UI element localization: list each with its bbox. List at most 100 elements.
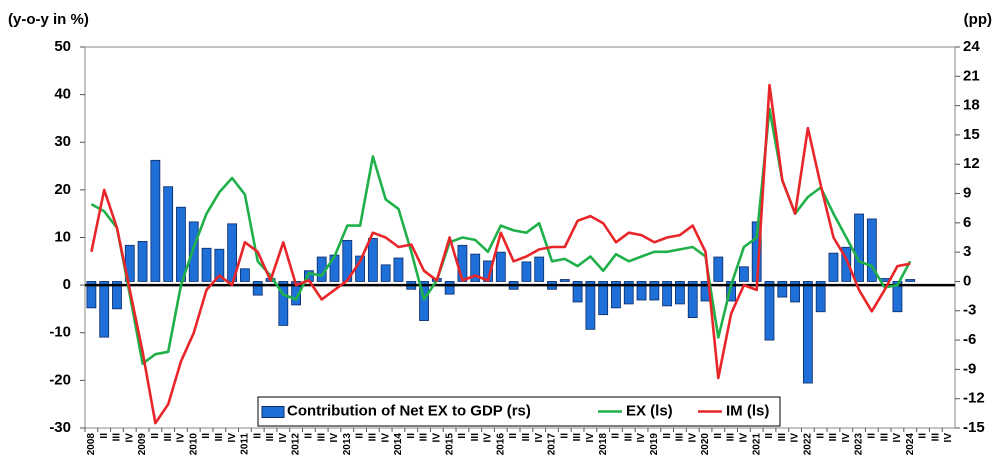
x-tick-label: II [457, 433, 468, 439]
bar [150, 159, 161, 282]
x-tick-label: II [150, 433, 161, 439]
bar [534, 256, 545, 282]
legend-label: Contribution of Net EX to GDP (rs) [287, 402, 531, 419]
x-tick-label: IV [892, 433, 903, 443]
y2-tick-label: 18 [963, 97, 980, 114]
line [90, 83, 911, 425]
x-tick-label: II [508, 433, 519, 439]
x-tick-label: III [112, 433, 123, 442]
x-tick-label: II [201, 433, 212, 439]
x-tick-label: IV [841, 433, 852, 443]
y-tick-label: 10 [54, 228, 71, 245]
bar [636, 281, 647, 301]
y-tick-label: -20 [49, 371, 71, 388]
bar [598, 281, 609, 316]
x-tick-label: III [777, 433, 788, 442]
bar [112, 281, 122, 310]
bar [367, 238, 378, 282]
bar [252, 281, 263, 296]
y2-tick-label: 6 [963, 214, 971, 231]
y-tick-label: 40 [54, 86, 71, 103]
bar [585, 281, 596, 330]
line [90, 107, 912, 365]
y2-tick-label: 0 [963, 272, 971, 289]
x-tick-label: III [419, 433, 430, 442]
x-tick-label: IV [636, 433, 647, 443]
x-tick-label: III [930, 433, 941, 442]
x-tick-label: 2018 [598, 433, 609, 456]
x-tick-label: IV [534, 433, 545, 443]
bar [764, 281, 775, 341]
y-tick-label: 20 [54, 181, 71, 198]
bar [611, 281, 621, 309]
bar [240, 268, 250, 282]
x-tick-label: II [252, 433, 263, 439]
bar [214, 248, 225, 282]
x-tick-label: III [879, 433, 890, 442]
x-tick-label: 2024 [905, 433, 916, 456]
bar [905, 279, 916, 282]
y2-tick-label: 9 [963, 185, 971, 202]
bar [662, 281, 673, 307]
x-tick-label: III [470, 433, 481, 442]
x-tick-label: 2019 [649, 433, 660, 456]
bar [738, 266, 749, 282]
y2-tick-label: 12 [963, 155, 980, 172]
x-tick-label: III [316, 433, 327, 442]
bar [278, 281, 289, 326]
x-tick-label: IV [227, 433, 238, 443]
bar [495, 251, 506, 282]
x-tick-label: 2022 [803, 433, 814, 456]
x-tick-label: III [521, 433, 532, 442]
x-tick-label: IV [176, 433, 187, 443]
x-tick-label: 2009 [137, 433, 148, 456]
x-tick-label: III [623, 433, 634, 442]
bar [188, 221, 199, 282]
bar [163, 186, 174, 282]
x-tick-label: IV [329, 433, 340, 443]
x-tick-label: III [828, 433, 839, 442]
bar [559, 279, 570, 282]
bar [790, 281, 800, 303]
x-tick-label: 2013 [342, 433, 353, 456]
bar [777, 281, 788, 298]
bar [892, 281, 903, 313]
y2-tick-label: 3 [963, 243, 971, 260]
y2-tick-label: -3 [963, 302, 976, 319]
y2-tick-label: -6 [963, 331, 976, 348]
bar [201, 247, 212, 282]
legend-swatch [261, 406, 285, 418]
x-tick-label: II [406, 433, 417, 439]
x-tick-label: 2011 [240, 433, 251, 455]
x-tick-label: II [304, 433, 315, 439]
y2-tick-label: -12 [963, 390, 985, 407]
y2-tick-label: 21 [963, 67, 980, 84]
x-tick-label: 2014 [393, 433, 404, 456]
y2-tick-label: 24 [963, 38, 980, 55]
x-tick-label: 2016 [495, 433, 506, 456]
x-tick-label: IV [483, 433, 494, 443]
x-tick-label: IV [790, 433, 801, 443]
y-tick-label: 50 [54, 38, 71, 55]
bar [419, 281, 429, 321]
x-tick-label: 2012 [291, 433, 302, 456]
x-tick-label: II [713, 433, 724, 439]
x-tick-label: IV [585, 433, 596, 443]
legend-label: IM (ls) [726, 402, 769, 419]
x-tick-label: IV [431, 433, 442, 443]
x-tick-label: 2020 [700, 433, 711, 456]
x-tick-label: 2021 [751, 433, 762, 456]
x-tick-label: IV [943, 433, 954, 443]
x-tick-label: II [815, 433, 826, 439]
x-tick-label: IV [124, 433, 135, 443]
y-axis-label: (y-o-y in %) [8, 11, 89, 28]
x-tick-label: II [764, 433, 775, 439]
bar [380, 264, 391, 282]
y2-tick-label: 15 [963, 126, 980, 143]
bar [815, 281, 826, 313]
bar [572, 281, 583, 303]
bar [137, 241, 148, 282]
bar [649, 281, 660, 301]
x-tick-label: IV [278, 433, 289, 443]
bar [623, 281, 634, 305]
